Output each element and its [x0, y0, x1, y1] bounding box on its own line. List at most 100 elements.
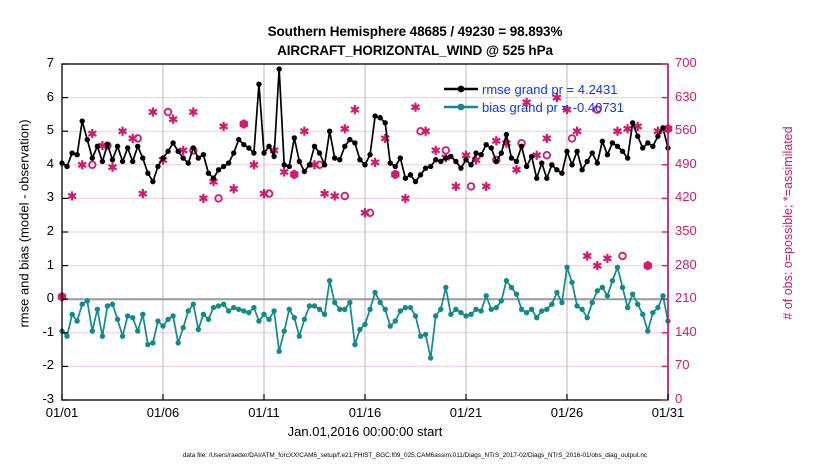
y-tick-label-right: 140 — [675, 323, 697, 339]
marker-rmse — [448, 153, 454, 160]
y-tick-label-left: -3 — [42, 391, 54, 406]
marker-bias — [453, 306, 459, 312]
marker-rmse — [326, 128, 333, 134]
marker-bias — [124, 313, 131, 319]
y-tick-label-left: 6 — [46, 88, 54, 104]
marker-bias — [488, 306, 494, 312]
marker-assimilated — [118, 126, 128, 136]
marker-assimilated — [309, 160, 320, 170]
series-rmse — [59, 66, 671, 185]
marker-bias — [130, 314, 136, 321]
marker-rmse — [402, 175, 409, 181]
marker-bias — [433, 313, 439, 319]
marker-bias — [443, 284, 449, 291]
marker-rmse — [109, 157, 116, 163]
legend-swatch-bias — [444, 103, 478, 111]
legend-label-bias: bias grand pr = -0.40731 — [482, 99, 625, 115]
marker-assimilated — [421, 126, 431, 136]
marker-bias — [321, 311, 328, 318]
marker-bias — [231, 304, 237, 311]
marker-rmse — [655, 133, 661, 139]
marker-bias — [483, 293, 489, 299]
marker-bias — [422, 331, 429, 338]
marker-bias — [579, 306, 585, 312]
marker-bias — [604, 293, 611, 299]
marker-bias — [640, 311, 646, 318]
marker-bias — [276, 348, 282, 354]
marker-rmse — [488, 145, 494, 151]
x-tick-label: 01/01 — [45, 405, 79, 420]
marker-assimilated — [279, 167, 289, 177]
marker-assimilated — [623, 124, 633, 134]
marker-bias — [220, 301, 227, 307]
marker-assimilated — [491, 136, 501, 146]
marker-bias — [241, 308, 247, 314]
marker-rmse — [74, 152, 80, 158]
marker-rmse — [513, 158, 520, 165]
marker-assimilated — [522, 97, 532, 107]
marker-bias — [417, 333, 424, 339]
marker-assimilated — [188, 107, 198, 117]
marker-bias — [438, 306, 444, 312]
marker-assimilated — [249, 160, 259, 170]
marker-bias — [150, 340, 156, 346]
marker-bias — [372, 289, 378, 296]
marker-bias — [104, 303, 111, 309]
marker-bias — [215, 303, 222, 309]
marker-assimilated — [400, 193, 410, 203]
marker-bias — [473, 306, 479, 312]
marker-rmse — [347, 136, 353, 143]
marker-assimilated — [572, 126, 582, 136]
marker-assimilated — [77, 160, 87, 170]
marker-bias — [549, 301, 555, 307]
marker-bias — [135, 328, 141, 334]
y-tick-label-left: 1 — [46, 256, 54, 272]
marker-bias — [84, 298, 90, 304]
marker-bias — [619, 284, 626, 291]
marker-assimilated — [612, 126, 623, 136]
marker-possible — [88, 160, 97, 169]
marker-bias — [145, 341, 151, 348]
marker-rmse — [473, 150, 479, 156]
marker-rmse — [215, 167, 222, 173]
marker-bias — [367, 306, 373, 312]
marker-rmse — [180, 155, 186, 161]
marker-rmse — [427, 163, 434, 170]
marker-bias — [109, 301, 116, 307]
marker-bias — [629, 291, 636, 297]
marker-rmse — [508, 155, 515, 161]
marker-bias — [246, 309, 252, 316]
marker-bias — [114, 316, 121, 323]
marker-assimilated — [390, 169, 400, 179]
marker-bias — [478, 308, 484, 314]
marker-rmse — [397, 155, 404, 161]
marker-rmse — [241, 141, 247, 148]
marker-rmse — [478, 152, 484, 158]
marker-bias — [584, 314, 590, 321]
marker-rmse — [352, 140, 358, 146]
marker-rmse — [210, 175, 217, 181]
marker-bias — [210, 304, 217, 311]
legend-label-rmse: rmse grand pr = 4.2431 — [482, 81, 618, 97]
marker-bias — [362, 321, 368, 328]
chart-title: Southern Hemisphere 48685 / 49230 = 98.8… — [0, 22, 830, 60]
marker-bias — [402, 304, 409, 311]
marker-bias — [316, 306, 323, 312]
marker-rmse — [256, 81, 262, 87]
marker-rmse — [559, 170, 565, 176]
marker-possible — [466, 182, 476, 191]
marker-bias — [498, 298, 505, 304]
marker-bias — [650, 309, 656, 316]
marker-rmse — [145, 170, 151, 176]
marker-rmse — [311, 143, 318, 150]
marker-rmse — [104, 141, 111, 148]
marker-bias — [539, 308, 545, 314]
marker-bias — [564, 264, 570, 270]
marker-rmse — [528, 153, 535, 160]
marker-rmse — [579, 167, 585, 173]
marker-rmse — [624, 155, 631, 161]
marker-rmse — [246, 145, 252, 151]
y-tick-label-right: 70 — [675, 357, 690, 373]
marker-rmse — [155, 163, 161, 170]
